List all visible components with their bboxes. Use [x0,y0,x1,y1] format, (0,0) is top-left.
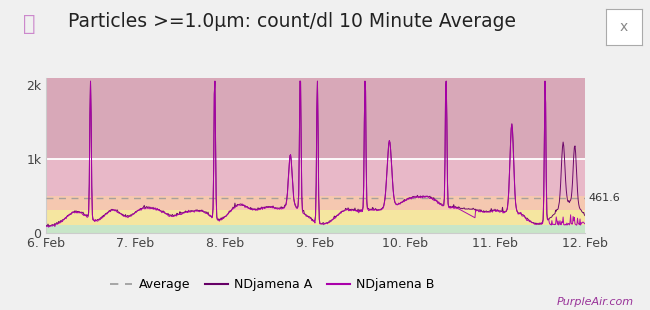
Bar [46,159,585,196]
Legend: Average, NDjamena A, NDjamena B: Average, NDjamena A, NDjamena B [105,273,439,296]
Bar [46,210,585,225]
Bar [46,196,585,210]
Text: 461.6: 461.6 [589,193,621,203]
Bar [46,225,585,232]
Text: x: x [619,20,628,34]
Bar [46,78,585,159]
Text: Particles >=1.0μm: count/dl 10 Minute Average: Particles >=1.0μm: count/dl 10 Minute Av… [68,12,516,31]
Text: PurpleAir.com: PurpleAir.com [556,297,634,307]
Text: ⛅: ⛅ [23,14,35,34]
